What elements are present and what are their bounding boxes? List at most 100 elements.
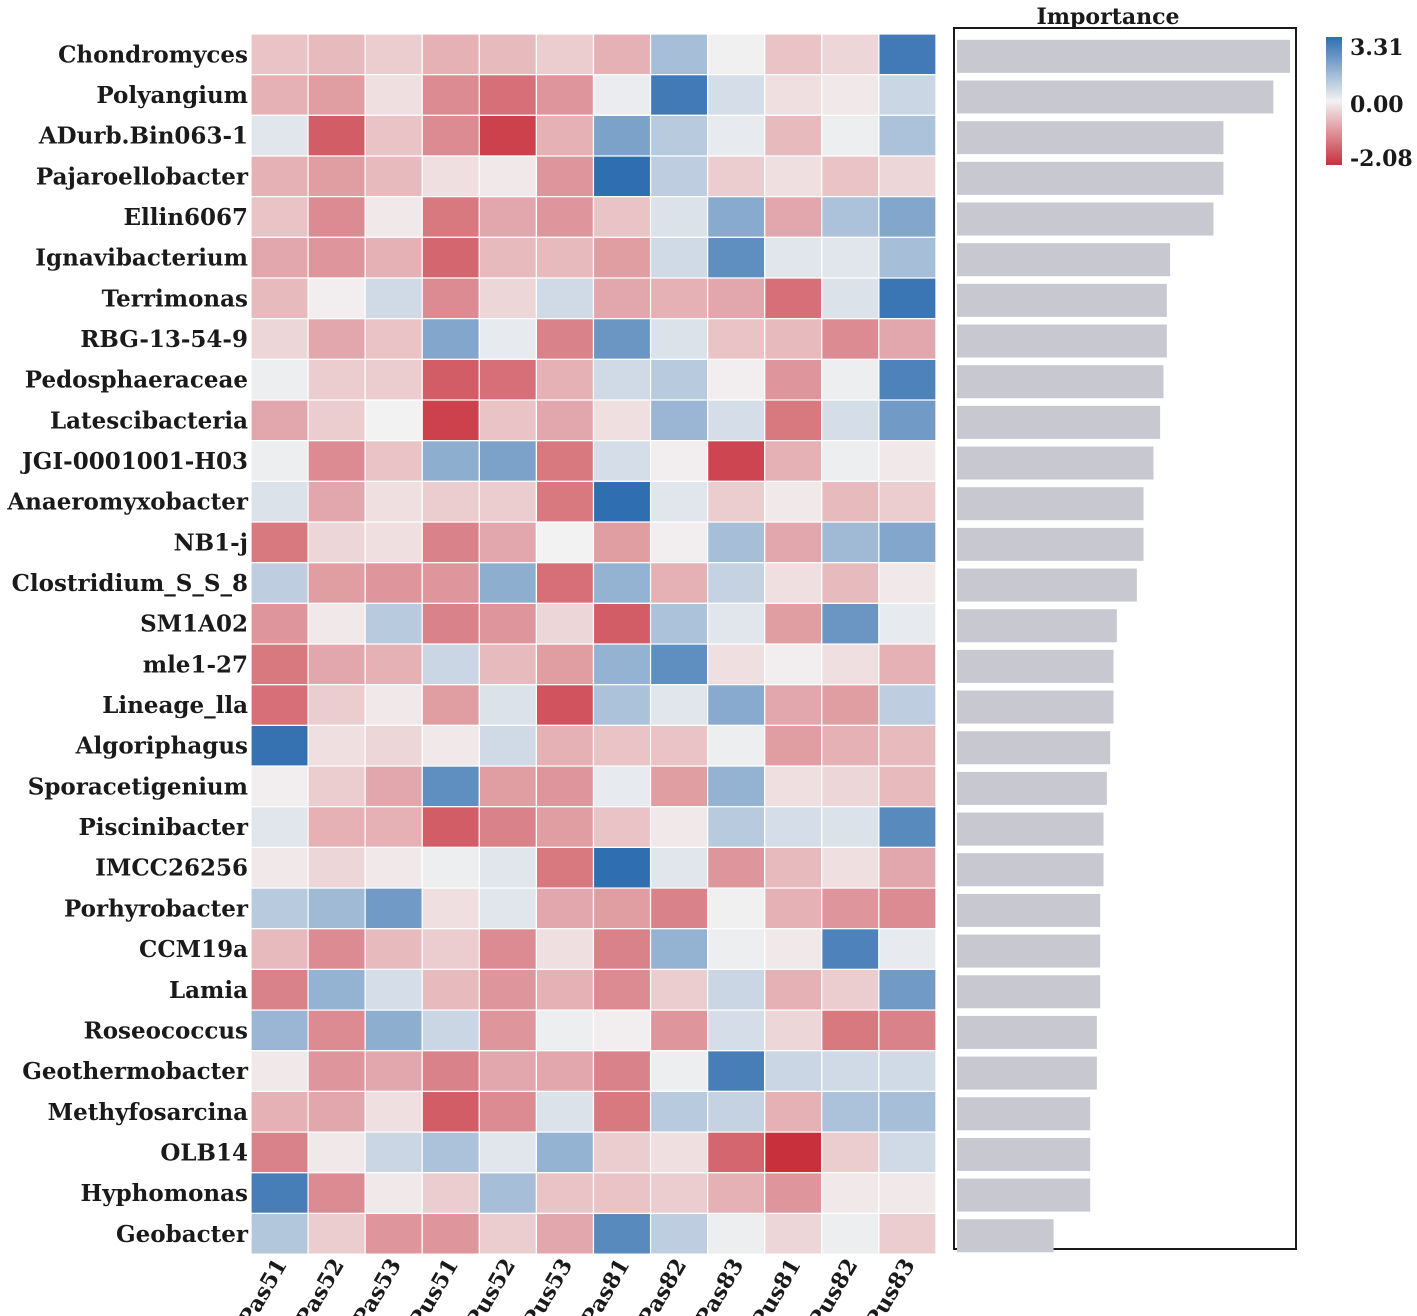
heatmap-cell <box>707 440 766 482</box>
column-label: Pas83 <box>690 1254 749 1316</box>
heatmap-cell <box>250 1009 309 1052</box>
heatmap-cell <box>364 114 423 157</box>
importance-bars <box>957 39 1290 1253</box>
heatmap-cell <box>307 155 366 198</box>
heatmap-cell <box>764 358 823 401</box>
heatmap-cell <box>364 1050 423 1093</box>
heatmap-cell <box>478 806 538 848</box>
importance-bar <box>957 80 1274 114</box>
heatmap-cell <box>535 887 595 930</box>
heatmap-cell <box>364 33 423 76</box>
row-label: OLB14 <box>160 1139 248 1166</box>
heatmap-cell <box>707 358 766 401</box>
row-label: mle1-27 <box>143 651 248 678</box>
heatmap-cell <box>535 1172 595 1215</box>
heatmap-cell <box>821 33 880 76</box>
heatmap-cell <box>649 846 709 889</box>
importance-bar <box>957 893 1101 927</box>
heatmap-cell <box>649 480 709 523</box>
heatmap-cell <box>764 318 823 360</box>
heatmap-cell <box>592 196 652 238</box>
heatmap-cell <box>478 1050 538 1093</box>
heatmap-cell <box>535 236 595 279</box>
row-labels: Chondromyces Polyangium ADurb.Bin063-1 Paja… <box>6 41 249 1247</box>
row-label: Methyfosarcina <box>48 1099 248 1126</box>
heatmap-cell <box>535 724 595 767</box>
column-label: Pas82 <box>633 1254 692 1316</box>
heatmap-cell <box>307 806 366 848</box>
heatmap-cell <box>707 1172 766 1215</box>
heatmap-cell <box>821 562 880 604</box>
importance-bar <box>957 934 1101 968</box>
heatmap-cell <box>707 1212 766 1255</box>
heatmap-cell <box>421 440 480 482</box>
row-label: Hyphomonas <box>81 1180 249 1207</box>
heatmap-cell <box>421 114 480 157</box>
heatmap-cell <box>878 74 937 116</box>
heatmap-cell <box>478 236 538 279</box>
row-label: Ellin6067 <box>124 204 248 231</box>
heatmap-cell <box>250 1172 309 1215</box>
heatmap-cell <box>878 806 937 848</box>
heatmap-cell <box>535 602 595 645</box>
heatmap-cell <box>478 277 538 320</box>
legend-tick-max: 3.31 <box>1350 35 1404 61</box>
row-label: Chondromyces <box>58 41 248 68</box>
heatmap-cell <box>364 358 423 401</box>
heatmap-cell <box>592 1172 652 1215</box>
row-label: SM1A02 <box>140 611 248 638</box>
heatmap-cell <box>592 1009 652 1052</box>
heatmap-cell <box>878 1131 937 1174</box>
heatmap-cell <box>478 114 538 157</box>
heatmap-cell <box>649 358 709 401</box>
heatmap-cell <box>592 765 652 808</box>
heatmap-cell <box>421 562 480 604</box>
heatmap-cell <box>478 155 538 198</box>
heatmap-cell <box>307 440 366 482</box>
heatmap-cell <box>764 236 823 279</box>
heatmap-cell <box>250 684 309 726</box>
heatmap-cell <box>421 887 480 930</box>
heatmap-cell <box>707 155 766 198</box>
heatmap-cell <box>821 684 880 726</box>
heatmap-cell <box>821 114 880 157</box>
heatmap-cell <box>364 399 423 442</box>
heatmap-cell <box>535 1131 595 1174</box>
heatmap-cell <box>421 806 480 848</box>
heatmap-cell <box>878 846 937 889</box>
heatmap-cell <box>821 643 880 686</box>
heatmap-cell <box>478 440 538 482</box>
heatmap-cell <box>649 968 709 1011</box>
heatmap-cell <box>478 887 538 930</box>
heatmap-cell <box>592 74 652 116</box>
heatmap-cell <box>364 887 423 930</box>
heatmap-cell <box>707 318 766 360</box>
heatmap-cell <box>649 806 709 848</box>
heatmap-cell <box>421 1131 480 1174</box>
heatmap-cell <box>649 1131 709 1174</box>
importance-bar <box>957 243 1171 277</box>
heatmap-cell <box>307 196 366 238</box>
heatmap-cell <box>649 521 709 564</box>
heatmap-cell <box>878 358 937 401</box>
heatmap-cell <box>764 806 823 848</box>
heatmap-cell <box>478 358 538 401</box>
heatmap-cell <box>535 358 595 401</box>
heatmap-cell <box>307 684 366 726</box>
heatmap-cell <box>535 74 595 116</box>
heatmap-cell <box>592 277 652 320</box>
heatmap-cell <box>421 684 480 726</box>
heatmap-cell <box>421 1050 480 1093</box>
heatmap-cell <box>421 1009 480 1052</box>
heatmap-cell <box>535 806 595 848</box>
heatmap-cell <box>878 236 937 279</box>
heatmap-cell <box>592 928 652 971</box>
heatmap-cell <box>764 74 823 116</box>
heatmap-cell <box>707 887 766 930</box>
heatmap-cell <box>478 643 538 686</box>
heatmap-cell <box>821 928 880 971</box>
importance-bar <box>957 1097 1091 1131</box>
heatmap-cell <box>364 602 423 645</box>
heatmap-cell <box>707 399 766 442</box>
heatmap-cell <box>364 562 423 604</box>
